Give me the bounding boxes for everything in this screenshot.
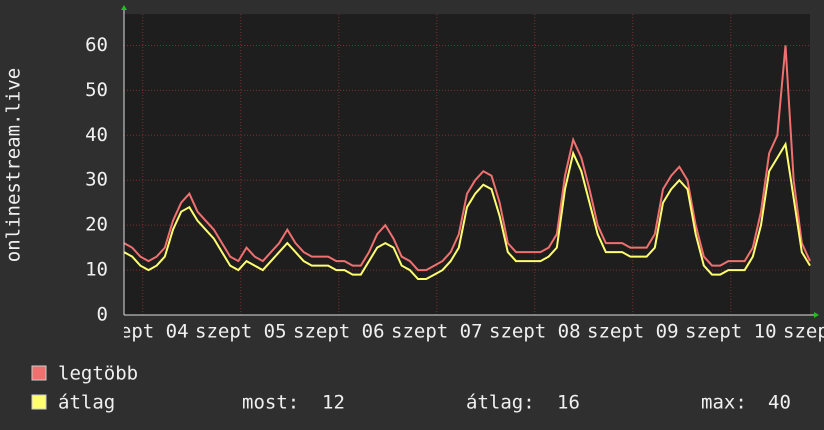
y-tick-label: 60 <box>85 34 108 56</box>
stat-label: most: <box>242 392 299 414</box>
series-line <box>123 141 811 281</box>
x-tick-label: szept 08 <box>489 321 581 343</box>
stat-value: 16 <box>557 392 580 414</box>
y-tick-label: 50 <box>85 79 108 101</box>
x-tick-group: szept 04 szept 05 szept 06 szept 07 szept 08… <box>97 321 824 343</box>
axis-arrow <box>814 312 819 318</box>
series-line <box>123 45 811 272</box>
y-tick-label: 10 <box>85 259 108 281</box>
x-tick-label: szept 09 <box>587 321 679 343</box>
y-tick-label: 30 <box>85 169 108 191</box>
stat-value: 40 <box>768 392 791 414</box>
x-tick-label: szept 11 <box>783 321 824 343</box>
legend-label: legtöbb <box>58 363 138 385</box>
stat-label: átlag: <box>466 392 535 414</box>
stat-value: 12 <box>322 392 345 414</box>
plot-area <box>124 14 810 315</box>
x-tick-label: szept 07 <box>391 321 483 343</box>
y-tick-label: 20 <box>85 214 108 236</box>
legend-swatch <box>31 394 47 410</box>
x-tick-label: szept 06 <box>293 321 385 343</box>
x-tick-label: szept 05 <box>195 321 287 343</box>
y-axis-label: onlinestream.live <box>3 68 25 262</box>
y-tick-label: 40 <box>85 124 108 146</box>
stat-label: max: <box>701 392 747 414</box>
axis-arrow <box>121 5 127 10</box>
x-tick-label: szept 10 <box>685 321 777 343</box>
x-tick-label: szept 04 <box>97 321 189 343</box>
legend-label: átlag <box>58 392 115 414</box>
y-tick-label: 0 <box>97 304 108 326</box>
legend-swatch <box>31 365 47 381</box>
